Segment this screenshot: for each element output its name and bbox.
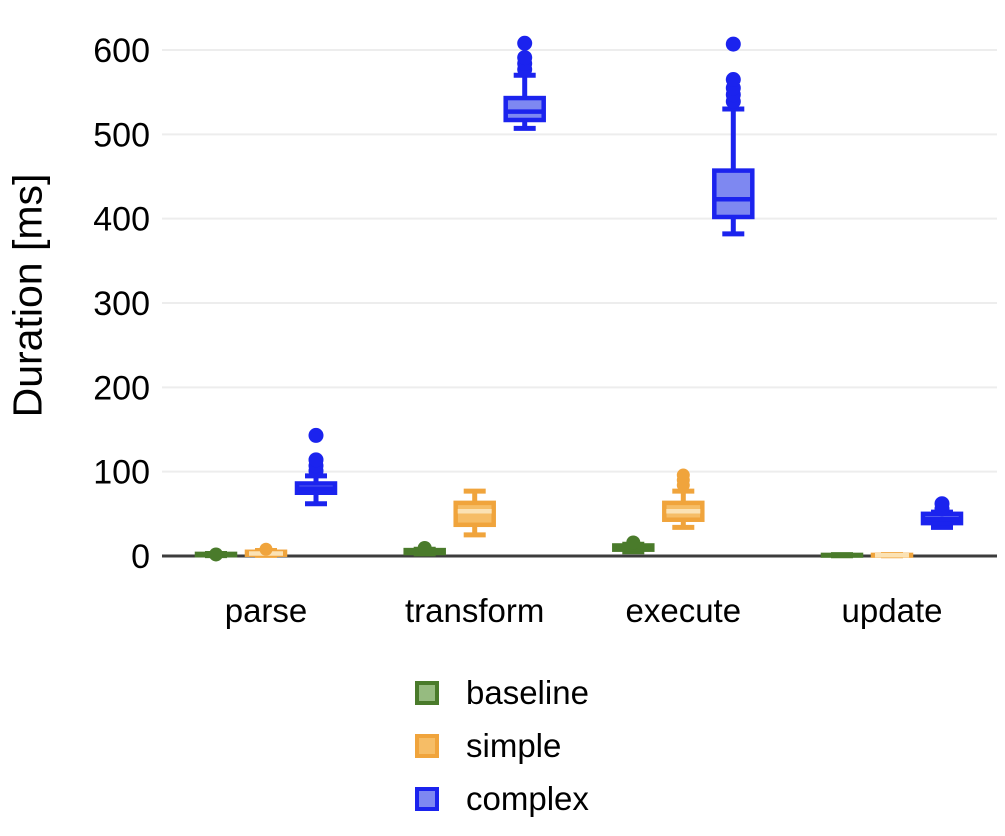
legend-item-complex: complex	[415, 782, 589, 816]
legend-swatch-complex	[415, 787, 439, 811]
legend-item-simple: simple	[415, 729, 589, 763]
outlier-dot	[626, 535, 641, 550]
box-baseline-transform	[403, 540, 446, 557]
outlier-dot	[517, 35, 533, 51]
iqr-box	[503, 95, 546, 123]
legend-swatch-baseline	[415, 681, 439, 705]
box-baseline-update	[820, 552, 864, 559]
y-tick-label-0: 0	[131, 538, 150, 576]
iqr-box	[453, 500, 496, 528]
box-simple-parse	[244, 542, 288, 558]
outlier-dot	[259, 542, 273, 556]
legend-swatch-simple	[415, 734, 439, 758]
box-complex-update	[920, 496, 964, 530]
y-tick-label-500: 500	[93, 116, 150, 154]
box-complex-transform	[503, 35, 546, 131]
outlier-dot	[209, 547, 223, 562]
box-simple-execute	[662, 468, 705, 530]
y-tick-label-300: 300	[93, 285, 150, 323]
x-tick-label-parse: parse	[225, 592, 308, 629]
outlier-dot	[417, 540, 432, 555]
box-baseline-parse	[194, 547, 238, 562]
y-tick-label-400: 400	[93, 201, 150, 239]
outlier-dot	[676, 468, 690, 482]
legend: baseline simple complex	[415, 676, 589, 835]
iqr-box	[712, 168, 755, 220]
y-tick-label-600: 600	[93, 32, 150, 70]
outlier-dot	[725, 36, 741, 52]
legend-label-complex: complex	[466, 780, 589, 817]
y-axis-title: Duration [ms]	[4, 173, 51, 418]
x-tick-label-execute: execute	[626, 592, 742, 629]
legend-label-simple: simple	[466, 727, 562, 764]
x-tick-label-update: update	[842, 592, 943, 629]
y-tick-label-200: 200	[93, 369, 150, 407]
outlier-dot	[308, 427, 324, 443]
outlier-dot	[517, 50, 533, 66]
outlier-dot	[308, 452, 324, 468]
x-tick-label-transform: transform	[405, 592, 544, 629]
legend-item-baseline: baseline	[415, 676, 589, 710]
outlier-dot	[934, 496, 950, 512]
legend-label-baseline: baseline	[466, 674, 589, 711]
outlier-dot	[725, 72, 741, 88]
box-complex-execute	[712, 36, 755, 237]
box-complex-parse	[294, 427, 338, 507]
box-simple-transform	[453, 488, 496, 538]
y-tick-label-100: 100	[93, 454, 150, 492]
box-simple-update	[870, 552, 914, 559]
box-baseline-execute	[612, 535, 655, 555]
